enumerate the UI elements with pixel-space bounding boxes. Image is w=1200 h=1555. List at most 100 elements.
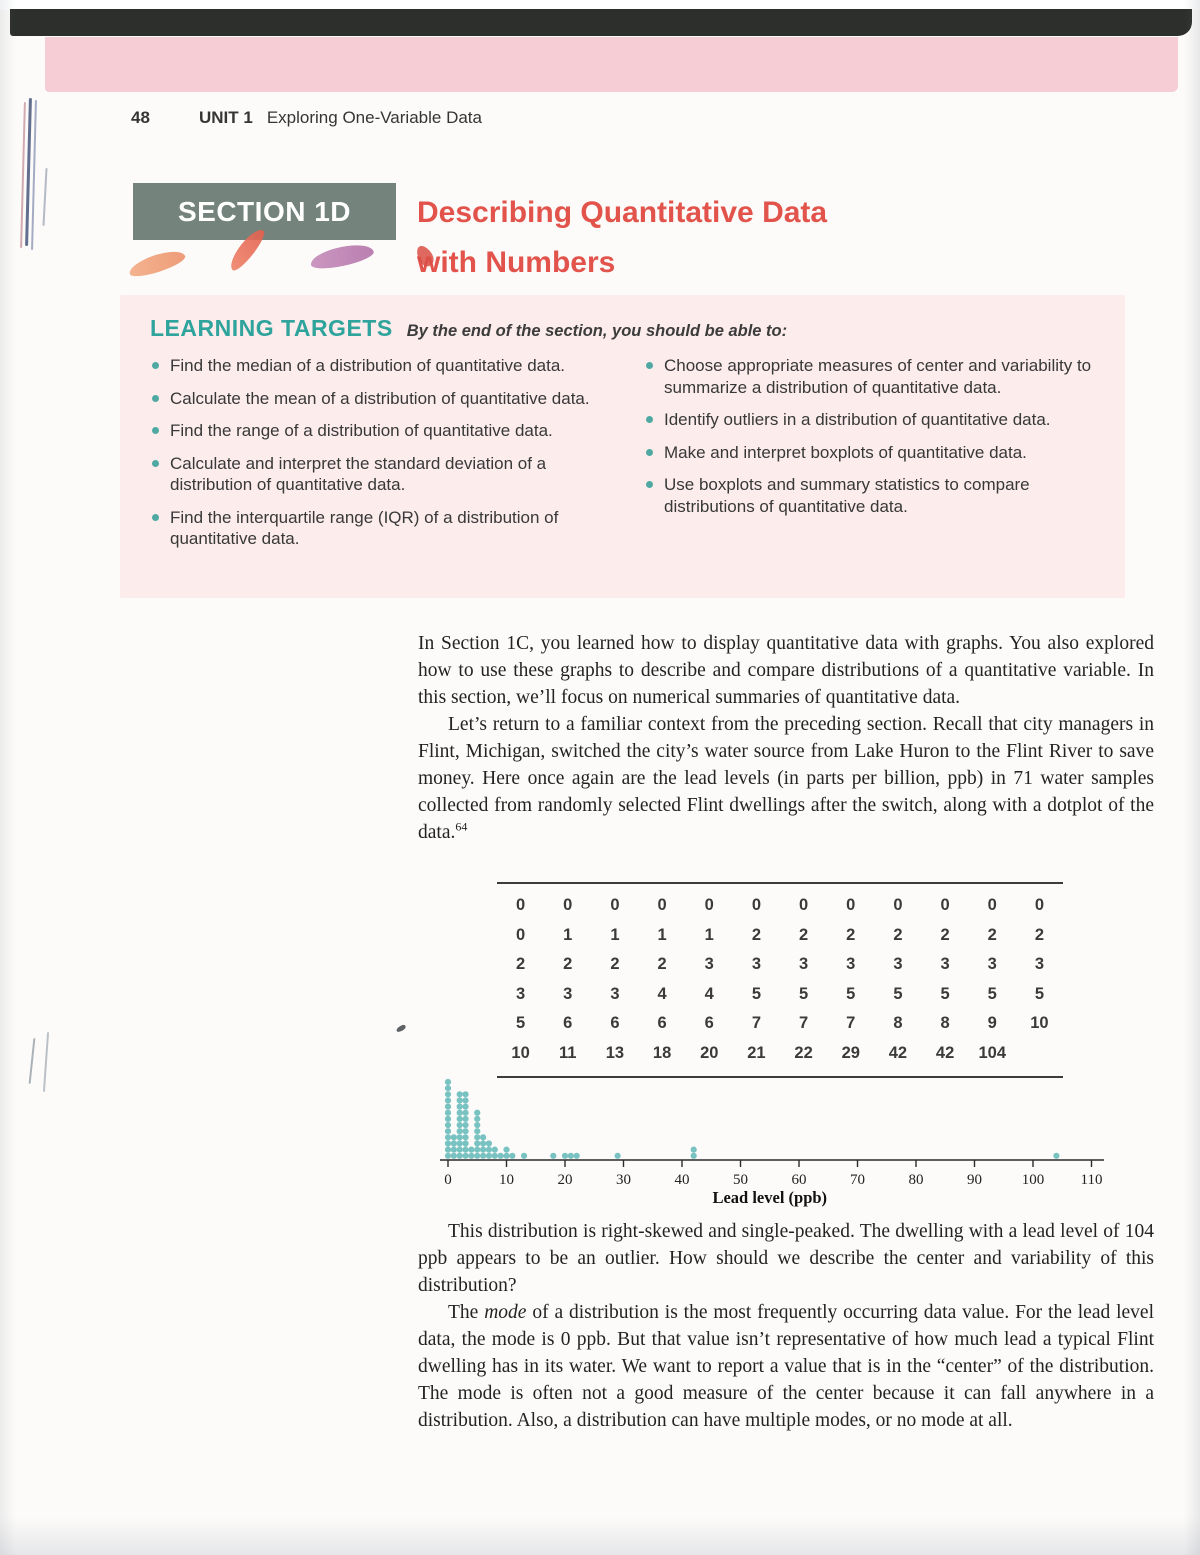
data-dot: [450, 1140, 457, 1147]
learning-target-text: Calculate the mean of a distribution of …: [170, 388, 590, 408]
learning-target-item: Find the interquartile range (IQR) of a …: [150, 507, 612, 550]
table-cell: 3: [610, 984, 620, 1003]
data-dot: [480, 1140, 487, 1147]
data-dot: [474, 1152, 481, 1159]
margin-pen-mark: [28, 1038, 36, 1084]
learning-target-item: Calculate and interpret the standard dev…: [150, 453, 612, 496]
table-cell: 2: [798, 925, 809, 944]
data-dot: [491, 1146, 498, 1153]
running-header: 48 UNIT 1 Exploring One-Variable Data: [131, 108, 482, 128]
learning-target-text: Find the median of a distribution of qua…: [170, 356, 566, 375]
table-cell: 5: [515, 1014, 526, 1033]
axis-tick-label: 100: [1022, 1172, 1045, 1188]
bullet-icon: [646, 362, 653, 369]
axis-tick-label: 30: [616, 1172, 631, 1188]
table-cell: 2: [1034, 925, 1044, 944]
table-cell: 8: [893, 1014, 903, 1033]
data-dot: [503, 1146, 510, 1153]
data-dot: [456, 1152, 463, 1159]
table-cell: 6: [657, 1014, 667, 1033]
data-dot: [456, 1134, 463, 1141]
table-cell: 3: [940, 955, 950, 974]
data-dot: [474, 1121, 481, 1129]
data-dot: [491, 1152, 498, 1159]
section-title-line1: Describing Quantitative Data: [417, 196, 828, 229]
data-dot: [462, 1134, 469, 1141]
data-dot: [520, 1152, 528, 1159]
table-cell: 0: [515, 925, 526, 944]
bullet-icon: [152, 459, 159, 467]
data-dot: [474, 1146, 481, 1153]
table-cell: 21: [747, 1043, 766, 1062]
data-dot: [456, 1140, 463, 1147]
learning-targets-panel: LEARNING TARGETS By the end of the secti…: [120, 295, 1125, 598]
table-cell: 2: [751, 925, 761, 944]
table-row: 10 11 13 18 20 21 22 29 42 42 104: [497, 1039, 1063, 1069]
data-dot: [444, 1109, 452, 1116]
data-dot: [474, 1140, 481, 1147]
section-title-line2: with Numbers: [417, 246, 616, 279]
data-dot: [614, 1152, 621, 1159]
data-dot: [444, 1091, 452, 1098]
stray-pen-mark: [395, 1023, 407, 1034]
table-cell: 2: [893, 925, 903, 944]
learning-target-text: Find the interquartile range (IQR) of a …: [170, 507, 559, 549]
scan-edge-left: [0, 0, 16, 1555]
bullet-icon: [646, 416, 653, 423]
table-row: 3 3 3 4 4 5 5 5 5 5 5 5: [497, 980, 1063, 1010]
table-cell: 3: [893, 955, 903, 974]
data-dot: [485, 1140, 493, 1147]
data-dot: [509, 1152, 516, 1159]
learning-target-text: Identify outliers in a distribution of q…: [664, 410, 1051, 429]
table-cell: 5: [798, 984, 809, 1003]
paragraph-2-text: Let’s return to a familiar context from …: [418, 714, 1154, 843]
table-cell: 1: [657, 925, 667, 944]
data-dot: [444, 1146, 452, 1153]
data-dot: [690, 1152, 697, 1159]
data-dot: [485, 1152, 493, 1159]
table-cell: 2: [940, 925, 950, 944]
table-cell: 1: [563, 925, 573, 944]
unit-label: UNIT 1: [199, 108, 253, 127]
binding-mark: [42, 167, 48, 227]
data-dot: [444, 1152, 452, 1159]
axis-tick-label: 60: [792, 1172, 807, 1188]
learning-targets-column-left: Find the median of a distribution of qua…: [150, 355, 612, 561]
feather-icon-purple: [308, 240, 376, 273]
bullet-icon: [152, 513, 159, 521]
data-dot: [450, 1146, 457, 1153]
data-dot: [1053, 1152, 1060, 1159]
section-badge-label: SECTION 1D: [177, 195, 352, 227]
table-cell: 0: [987, 896, 997, 915]
bullet-icon: [152, 427, 159, 434]
data-dot: [456, 1091, 463, 1098]
table-cell: 6: [704, 1014, 714, 1033]
table-row: 2 2 2 2 3 3 3 3 3 3 3 3: [497, 950, 1063, 980]
axis-tick-label: 80: [909, 1172, 924, 1188]
table-cell: 7: [751, 1014, 761, 1033]
learning-target-item: Use boxplots and summary statistics to c…: [644, 474, 1106, 517]
data-dot: [462, 1091, 469, 1098]
data-dot: [474, 1109, 481, 1116]
data-dot: [561, 1152, 569, 1159]
dotplot-figure: 0 10 20 30 40 50 60 70 80 90 100 110 Lead level (ppb…: [432, 1076, 1116, 1214]
bullet-icon: [152, 394, 159, 402]
data-dot: [462, 1152, 469, 1159]
learning-target-item: Find the median of a distribution of qua…: [150, 355, 612, 377]
table-cell: 0: [515, 896, 526, 915]
data-dot: [462, 1146, 469, 1153]
data-dot: [567, 1152, 574, 1159]
table-cell: 3: [987, 955, 997, 974]
data-dot: [468, 1152, 475, 1159]
table-cell: 104: [978, 1043, 1006, 1062]
page-number: 48: [131, 108, 150, 127]
table-cell: 3: [515, 984, 526, 1003]
table-cell: 0: [846, 896, 856, 915]
table-cell: 3: [563, 984, 573, 1003]
axis-tick-label: 10: [499, 1172, 514, 1188]
table-cell: 7: [846, 1014, 856, 1033]
table-cell: 6: [563, 1014, 573, 1033]
table-cell: 7: [798, 1014, 809, 1033]
